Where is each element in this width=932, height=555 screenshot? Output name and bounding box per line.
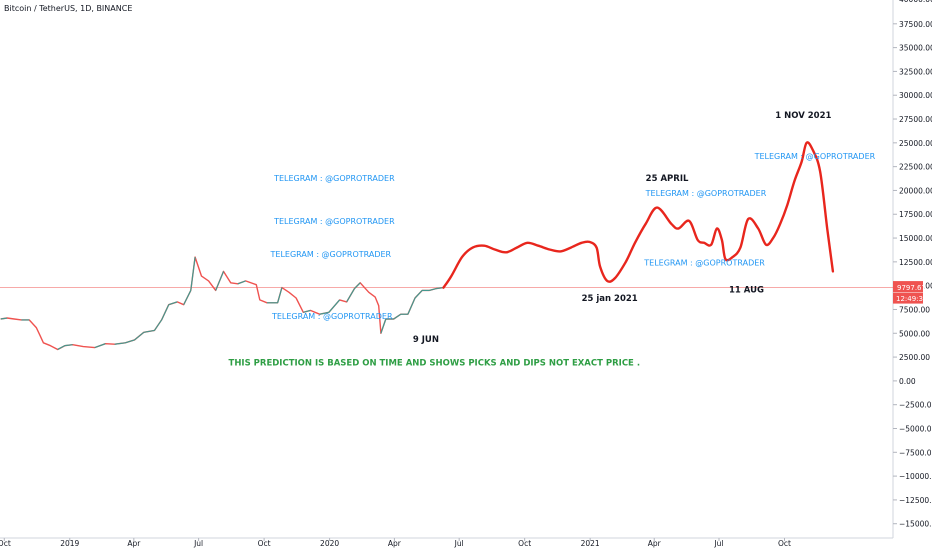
y-tick-label: 20000.00 — [899, 186, 932, 195]
x-tick-label: Jul — [713, 539, 723, 548]
y-tick-label-top: 40000.00 — [899, 0, 932, 4]
countdown-value: 12:49:30 — [896, 295, 927, 303]
historical-up-segment — [161, 304, 170, 321]
historical-up-segment — [57, 345, 66, 350]
x-tick-label: Oct — [258, 539, 271, 548]
x-tick-label: Jul — [454, 539, 464, 548]
x-tick-label: Oct — [778, 539, 791, 548]
historical-up-segment — [153, 319, 163, 331]
x-tick-label: 2019 — [60, 539, 79, 548]
price-label-box — [893, 281, 923, 293]
x-tick-label: Oct — [0, 539, 11, 548]
historical-up-segment — [134, 331, 145, 341]
symbol-title: Bitcoin / TetherUS, 1D, BINANCE — [4, 4, 133, 13]
historical-up-segment — [114, 342, 126, 345]
y-tick-label: −7500.00 — [899, 448, 932, 457]
annotation-label: TELEGRAM : @GOPROTRADER — [273, 174, 395, 183]
annotation-label: TELEGRAM : @GOPROTRADER — [645, 189, 767, 198]
annotation-label: 25 APRIL — [646, 174, 689, 184]
historical-up-segment — [215, 271, 225, 291]
y-tick-label: −12500.00 — [899, 496, 932, 505]
historical-up-segment — [64, 344, 73, 347]
historical-up-segment — [380, 318, 387, 334]
annotation-label: TELEGRAM : @GOPROTRADER — [273, 217, 395, 226]
y-tick-label: 7500.00 — [899, 305, 930, 314]
annotation-label: THIS PREDICTION IS BASED ON TIME AND SHO… — [229, 359, 641, 369]
historical-up-segment — [183, 290, 192, 305]
y-tick-label: 22500.00 — [899, 163, 932, 172]
historical-up-segment — [168, 301, 178, 306]
price-label-value: 9797.67 — [897, 284, 926, 292]
y-tick-label: 5000.00 — [899, 329, 930, 338]
y-tick-label: −5000.00 — [899, 424, 932, 433]
historical-up-segment — [407, 297, 416, 315]
historical-up-segment — [143, 329, 155, 333]
historical-up-segment — [303, 309, 311, 313]
y-tick-label: −10000.00 — [899, 472, 932, 481]
y-tick-label: 37500.00 — [899, 20, 932, 29]
y-tick-label: 32500.00 — [899, 67, 932, 76]
historical-up-segment — [346, 288, 356, 303]
x-tick-label: Oct — [518, 539, 531, 548]
y-tick-label: 2500.00 — [899, 353, 930, 362]
y-tick-label: 35000.00 — [899, 44, 932, 53]
x-tick-label: Apr — [127, 539, 141, 548]
y-tick-label: 0.00 — [899, 377, 916, 386]
historical-up-segment — [237, 280, 246, 285]
x-tick-label: 2020 — [320, 539, 339, 548]
y-tick-label: −15000.00 — [899, 520, 932, 529]
historical-up-segment — [354, 282, 361, 289]
annotation-label: 11 AUG — [729, 285, 764, 295]
historical-price-series[interactable] — [0, 256, 444, 351]
countdown-box — [893, 292, 923, 304]
y-tick-label: 15000.00 — [899, 234, 932, 243]
y-tick-label: 30000.00 — [899, 91, 932, 100]
projection-series[interactable] — [442, 141, 835, 289]
annotation-label: TELEGRAM : @GOPROTRADER — [643, 259, 765, 268]
annotation-label: 1 NOV 2021 — [775, 111, 831, 121]
historical-up-segment — [125, 339, 135, 344]
historical-up-segment — [328, 299, 341, 313]
x-tick-label: Jul — [193, 539, 203, 548]
historical-up-segment — [429, 287, 437, 292]
y-tick-label: −2500.00 — [899, 401, 932, 410]
annotation-label: TELEGRAM : @GOPROTRADER — [271, 312, 393, 321]
x-tick-label: 2021 — [581, 539, 600, 548]
annotation-label: 9 JUN — [413, 335, 439, 345]
x-tick-label: Apr — [388, 539, 402, 548]
y-tick-label: 25000.00 — [899, 139, 932, 148]
historical-up-segment — [393, 313, 402, 320]
annotation-label: TELEGRAM : @GOPROTRADER — [270, 250, 392, 259]
y-tick-label: 12500.00 — [899, 258, 932, 267]
y-tick-label: 17500.00 — [899, 210, 932, 219]
historical-up-segment — [94, 343, 106, 349]
historical-up-segment — [190, 257, 196, 291]
annotation-label: 25 jan 2021 — [582, 294, 638, 304]
historical-up-segment — [319, 311, 330, 315]
historical-up-segment — [0, 317, 8, 320]
x-tick-label: Apr — [648, 539, 662, 548]
y-tick-label: 27500.00 — [899, 115, 932, 124]
historical-up-segment — [414, 290, 423, 299]
annotation-label: TELEGRAM : @GOPROTRADER — [754, 152, 876, 161]
historical-up-segment — [277, 287, 283, 303]
